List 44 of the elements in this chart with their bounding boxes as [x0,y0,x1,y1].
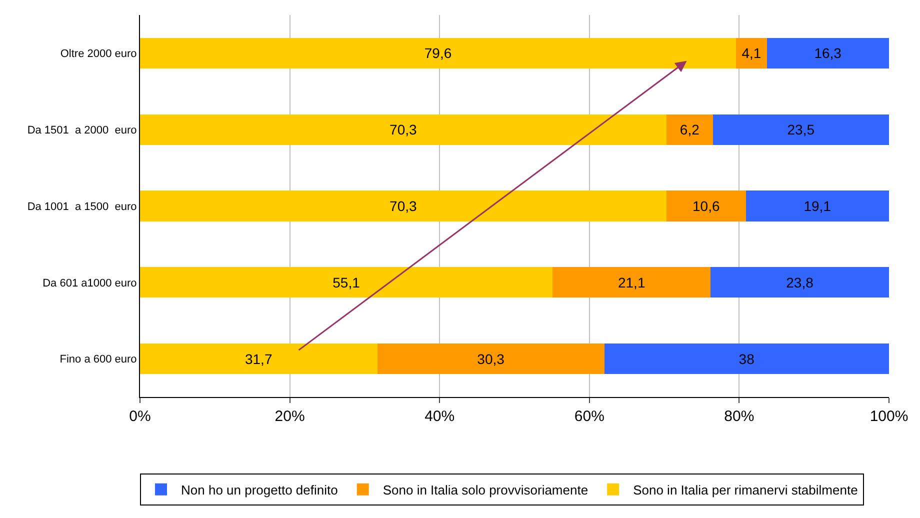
data-label: 38 [738,350,755,367]
y-tick-label: Oltre 2000 euro [60,48,137,60]
data-label: 23,5 [787,122,815,138]
y-tick-label: Da 601 a1000 euro [42,277,137,290]
data-label: 79,6 [424,45,452,62]
bar [552,267,711,298]
x-tick-label: 20% [274,408,305,425]
bar [140,190,667,222]
bar [604,344,889,374]
bar [736,38,767,68]
data-label: 4,1 [742,45,762,62]
bar [140,38,736,68]
bar [140,344,378,374]
data-label: 16,3 [814,45,842,62]
bar [666,190,746,222]
y-tick-label: Da 1501 a 2000 euro [27,124,137,136]
legend-label: Sono in Italia solo provvisoriamente [382,482,588,498]
data-label: 21,1 [618,274,646,290]
bar [377,344,604,374]
bar [140,114,667,145]
bar [746,190,889,222]
data-label: 70,3 [390,122,418,138]
x-tick-label: 80% [724,408,754,425]
bar [140,267,553,298]
bar [712,114,889,145]
x-tick-label: 100% [870,408,908,425]
data-label: 23,8 [786,274,814,290]
data-label: 10,6 [692,198,720,214]
x-tick-label: 40% [424,408,455,425]
data-label: 55,1 [332,274,360,290]
legend-label: Non ho un progetto definito [181,482,338,498]
x-tick-label: 60% [574,408,604,425]
bar [666,114,713,145]
data-label: 30,3 [477,350,505,367]
data-label: 19,1 [804,198,832,214]
bar [710,267,889,298]
bar [766,38,889,68]
legend-label: Sono in Italia per rimanervi stabilmente [633,482,858,498]
data-label: 6,2 [680,122,700,138]
y-tick-label: Fino a 600 euro [60,354,137,366]
data-label: 31,7 [244,350,272,367]
y-tick-label: Da 1001 a 1500 euro [27,200,137,213]
x-tick-label: 0% [129,408,151,425]
data-label: 70,3 [390,198,418,214]
